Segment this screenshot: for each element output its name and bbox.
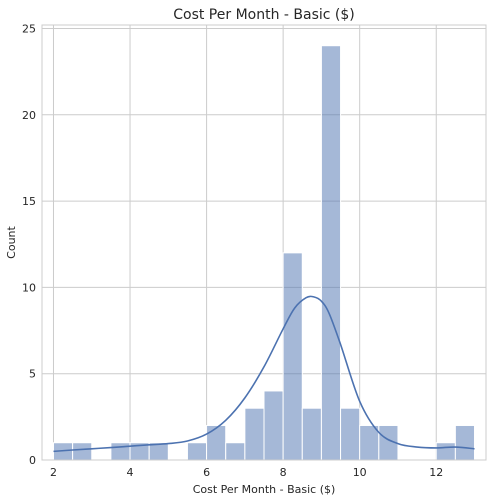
histogram-bar: [301, 407, 322, 461]
y-tick-label: 5: [29, 368, 36, 381]
x-tick-label: 6: [203, 466, 210, 479]
x-tick-label: 8: [280, 466, 287, 479]
histogram-bar: [435, 442, 456, 461]
histogram-bar: [72, 442, 93, 461]
histogram-bar: [110, 442, 131, 461]
histogram-bar: [320, 45, 342, 461]
y-tick-label: 0: [29, 454, 36, 467]
histogram-bar: [340, 407, 361, 461]
histogram-bar: [186, 442, 208, 461]
histogram-bar: [359, 424, 380, 461]
histogram-bar: [454, 424, 476, 461]
histogram-bar: [225, 442, 246, 461]
x-tick-label: 4: [127, 466, 134, 479]
y-tick-label: 10: [22, 281, 36, 294]
x-tick-label: 12: [429, 466, 443, 479]
y-axis-label: Count: [5, 225, 18, 258]
x-tick-labels: 2 4 6 8 10 12: [50, 466, 443, 479]
histogram-bar: [263, 390, 284, 461]
histogram-bar: [282, 252, 303, 461]
grid-lines: [42, 25, 486, 461]
kde-curve: [53, 295, 475, 453]
chart-title: Cost Per Month - Basic ($): [173, 7, 355, 23]
y-tick-label: 15: [22, 195, 36, 208]
x-tick-label: 2: [50, 466, 57, 479]
y-tick-label: 25: [22, 22, 36, 35]
x-tick-label: 10: [353, 466, 367, 479]
plot-frame: [41, 24, 487, 461]
y-tick-labels: 0 5 10 15 20 25: [22, 22, 36, 467]
histogram-bar: [206, 424, 227, 461]
histogram-bar: [244, 407, 265, 461]
histogram-bars: [52, 45, 476, 461]
x-axis-label: Cost Per Month - Basic ($): [193, 483, 336, 496]
y-tick-label: 20: [22, 109, 36, 122]
